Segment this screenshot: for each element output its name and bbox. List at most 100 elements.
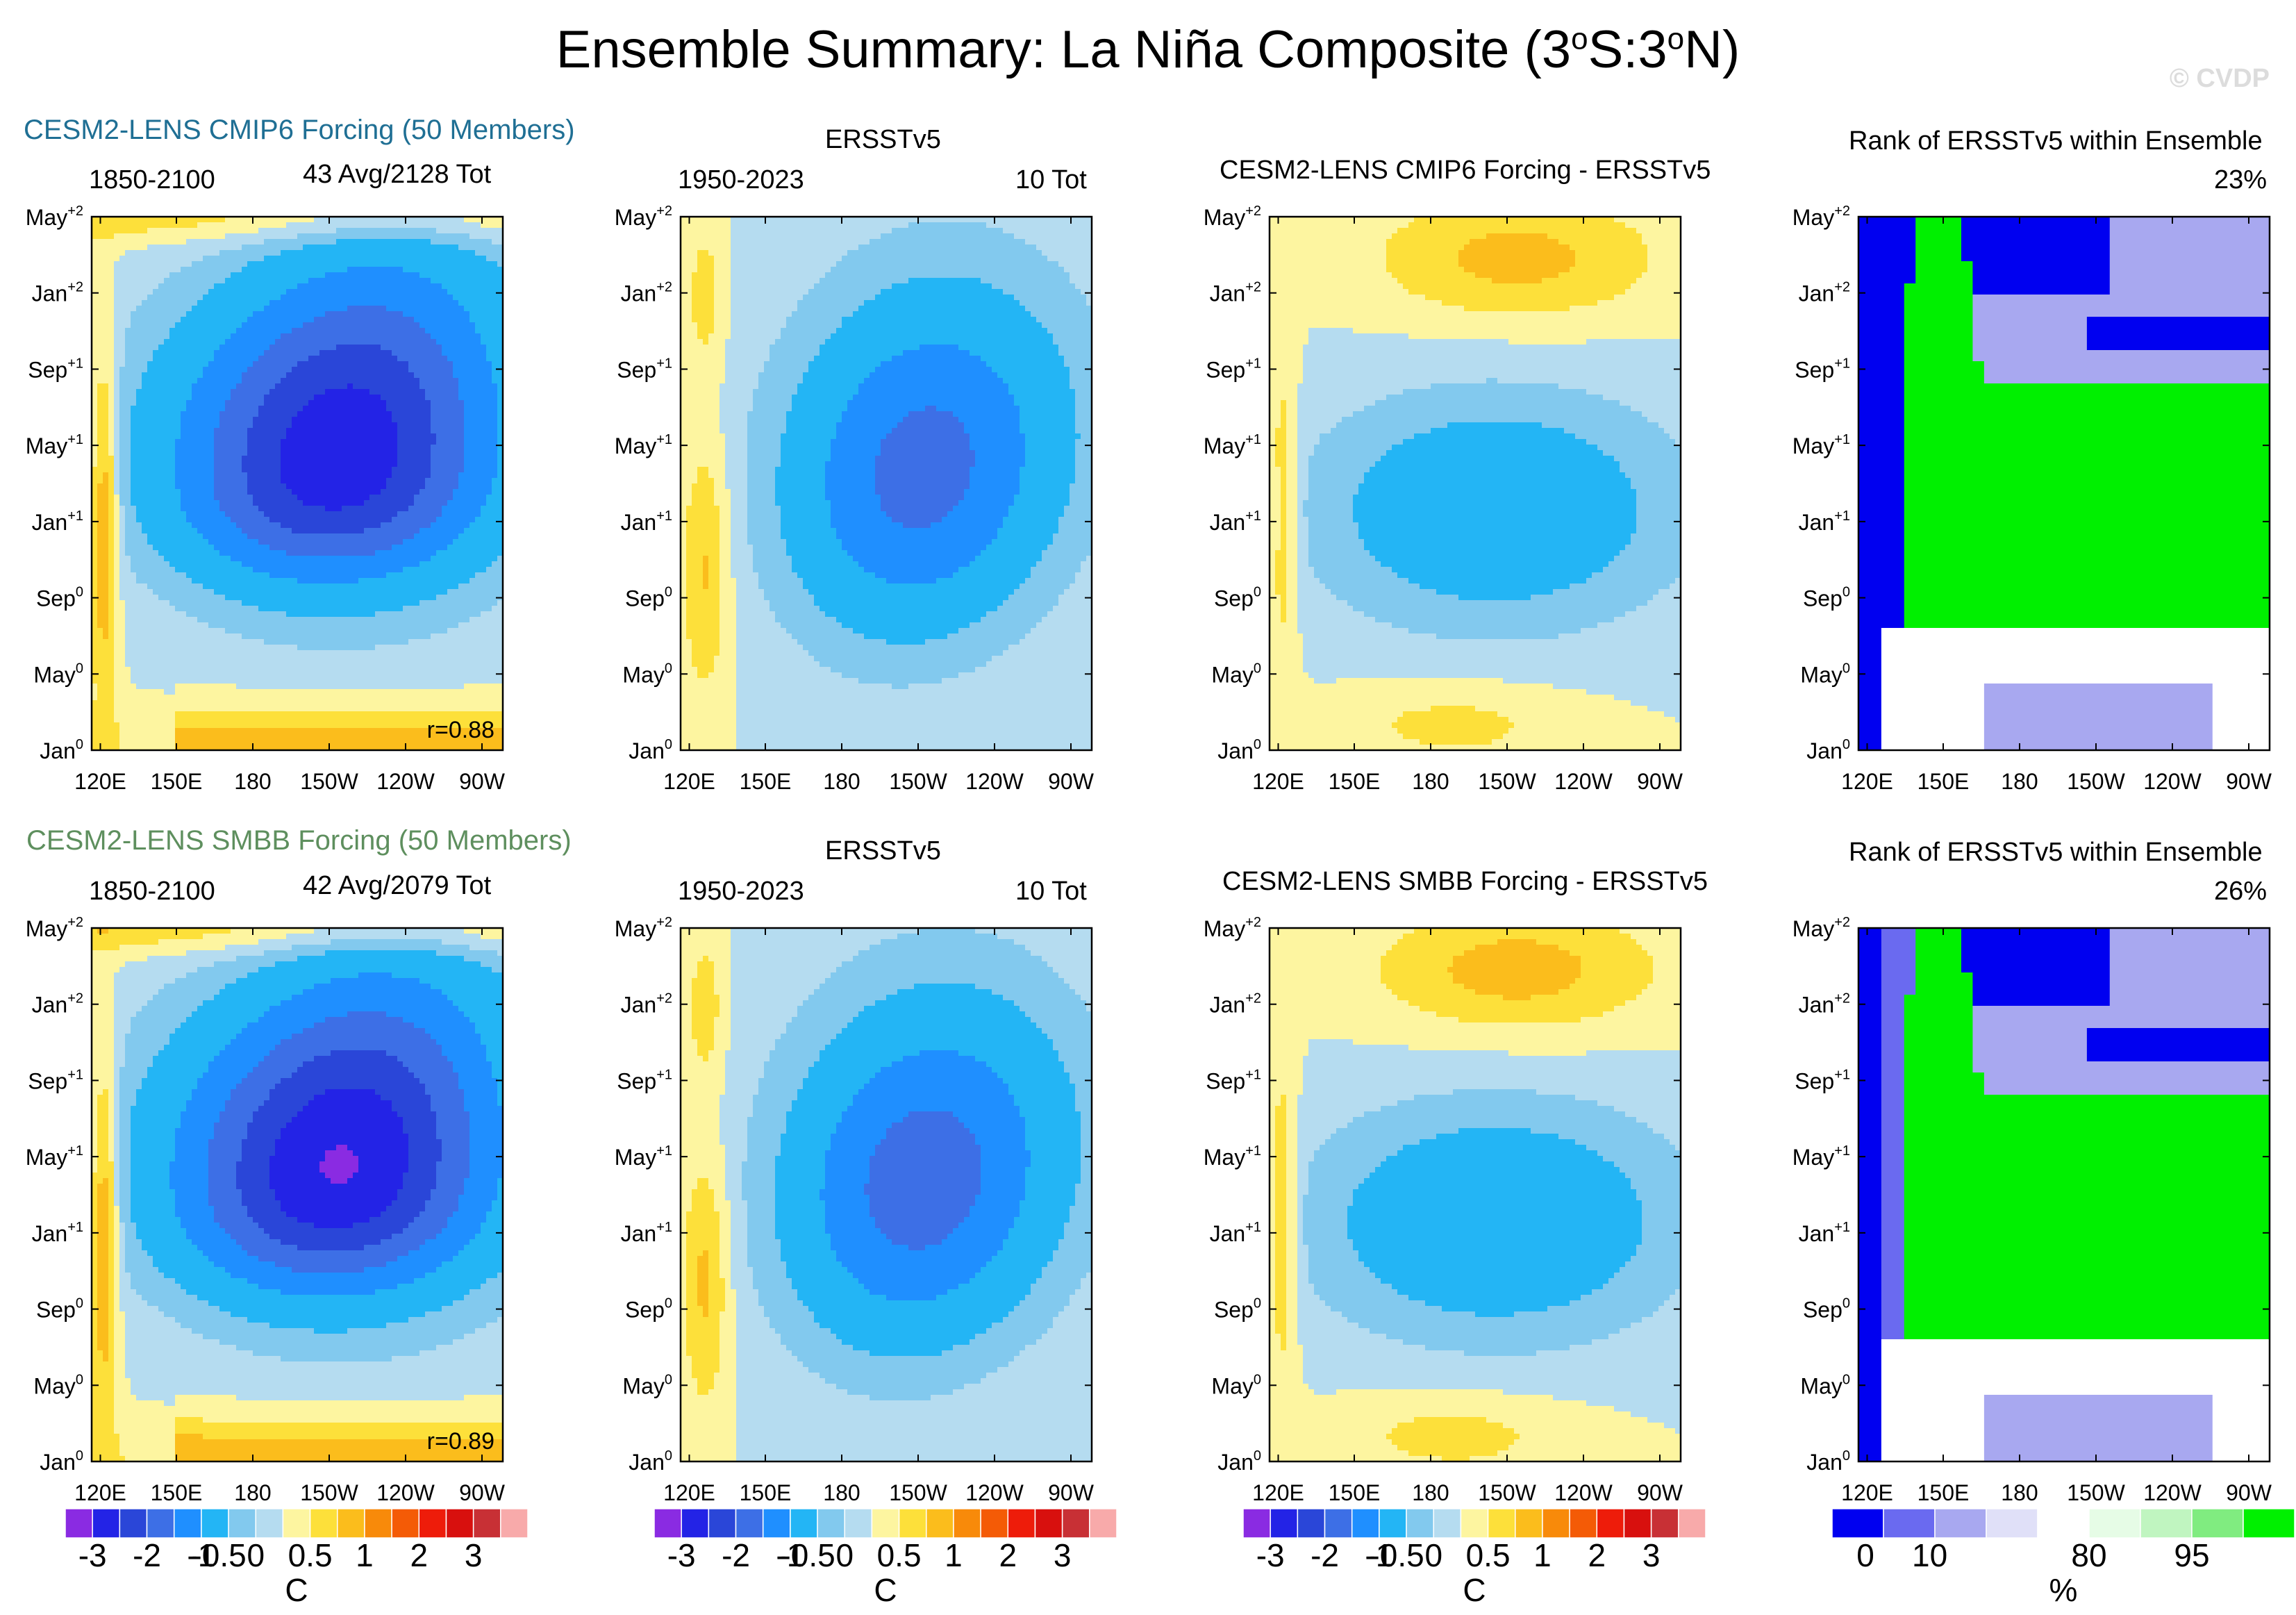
field-cell (292, 333, 298, 340)
field-cell (236, 445, 242, 451)
field-cell (125, 300, 131, 306)
field-cell (242, 256, 248, 262)
field-cell (308, 300, 315, 306)
field-cell (292, 439, 298, 445)
field-cell (297, 256, 303, 262)
field-cell (314, 322, 320, 329)
field-cell (331, 583, 337, 590)
field-cell (131, 583, 137, 590)
field-cell (464, 583, 470, 590)
field-cell (164, 328, 170, 334)
field-cell (408, 222, 415, 229)
field-cell (342, 361, 348, 367)
field-cell (297, 578, 303, 584)
field-cell (303, 261, 309, 267)
field-cell (203, 217, 209, 223)
field-cell (475, 378, 481, 384)
field-cell (297, 233, 303, 240)
field-cell (353, 306, 359, 312)
field-cell (275, 567, 281, 573)
field-cell (408, 367, 415, 373)
field-cell (175, 228, 181, 234)
field-cell (308, 400, 315, 406)
field-cell (275, 233, 281, 240)
field-cell (403, 578, 409, 584)
field-cell (325, 361, 331, 367)
field-cell (147, 406, 153, 412)
field-cell (358, 361, 365, 367)
field-cell (364, 533, 370, 540)
field-cell (336, 300, 342, 306)
field-cell (353, 528, 359, 534)
field-cell (342, 545, 348, 551)
field-cell (136, 433, 142, 440)
field-cell (358, 289, 365, 295)
field-cell (319, 228, 326, 234)
field-cell (208, 550, 215, 556)
field-cell (325, 328, 331, 334)
field-cell (192, 506, 198, 512)
field-cell (231, 539, 237, 545)
field-cell (492, 217, 498, 223)
field-cell (269, 383, 276, 390)
field-cell (169, 356, 176, 362)
field-cell (264, 245, 270, 251)
field-cell (147, 306, 153, 312)
field-cell (231, 222, 237, 229)
field-cell (425, 383, 431, 390)
field-cell (469, 539, 476, 545)
field-cell (358, 467, 365, 473)
field-cell (208, 433, 215, 440)
field-cell (197, 322, 203, 329)
field-cell (264, 300, 270, 306)
field-cell (497, 422, 504, 429)
field-cell (197, 339, 203, 345)
field-cell (358, 483, 365, 490)
field-cell (103, 472, 109, 479)
field-cell (169, 511, 176, 517)
field-cell (308, 367, 315, 373)
field-cell (386, 467, 392, 473)
field-cell (381, 545, 387, 551)
field-cell (164, 295, 170, 301)
field-cell (258, 461, 265, 467)
field-cell (125, 545, 131, 551)
field-cell (242, 439, 248, 445)
field-cell (114, 550, 120, 556)
field-cell (431, 439, 437, 445)
field-cell (242, 383, 248, 390)
field-cell (497, 561, 504, 568)
field-cell (125, 289, 131, 295)
field-cell (219, 511, 226, 517)
field-cell (219, 472, 226, 479)
field-cell (247, 328, 253, 334)
field-cell (131, 400, 137, 406)
field-cell (325, 217, 331, 223)
field-cell (447, 372, 454, 379)
field-cell (192, 261, 198, 267)
field-cell (175, 367, 181, 373)
field-cell (325, 461, 331, 467)
field-cell (264, 339, 270, 345)
field-cell (225, 561, 231, 568)
row-label-cmip6: CESM2-LENS CMIP6 Forcing (50 Members) (24, 115, 575, 146)
field-cell (281, 500, 287, 506)
field-cell (486, 239, 492, 245)
field-cell (419, 267, 426, 273)
field-cell (164, 589, 170, 595)
field-cell (425, 311, 431, 317)
field-cell (419, 345, 426, 351)
field-cell (358, 511, 365, 517)
field-cell (386, 350, 392, 356)
field-cell (242, 295, 248, 301)
field-cell (303, 539, 309, 545)
field-cell (314, 400, 320, 406)
field-cell (447, 306, 454, 312)
field-cell (442, 545, 448, 551)
field-cell (186, 272, 192, 279)
field-cell (453, 289, 459, 295)
field-cell (175, 450, 181, 456)
field-cell (375, 217, 381, 223)
field-cell (347, 422, 353, 429)
field-cell (186, 483, 192, 490)
